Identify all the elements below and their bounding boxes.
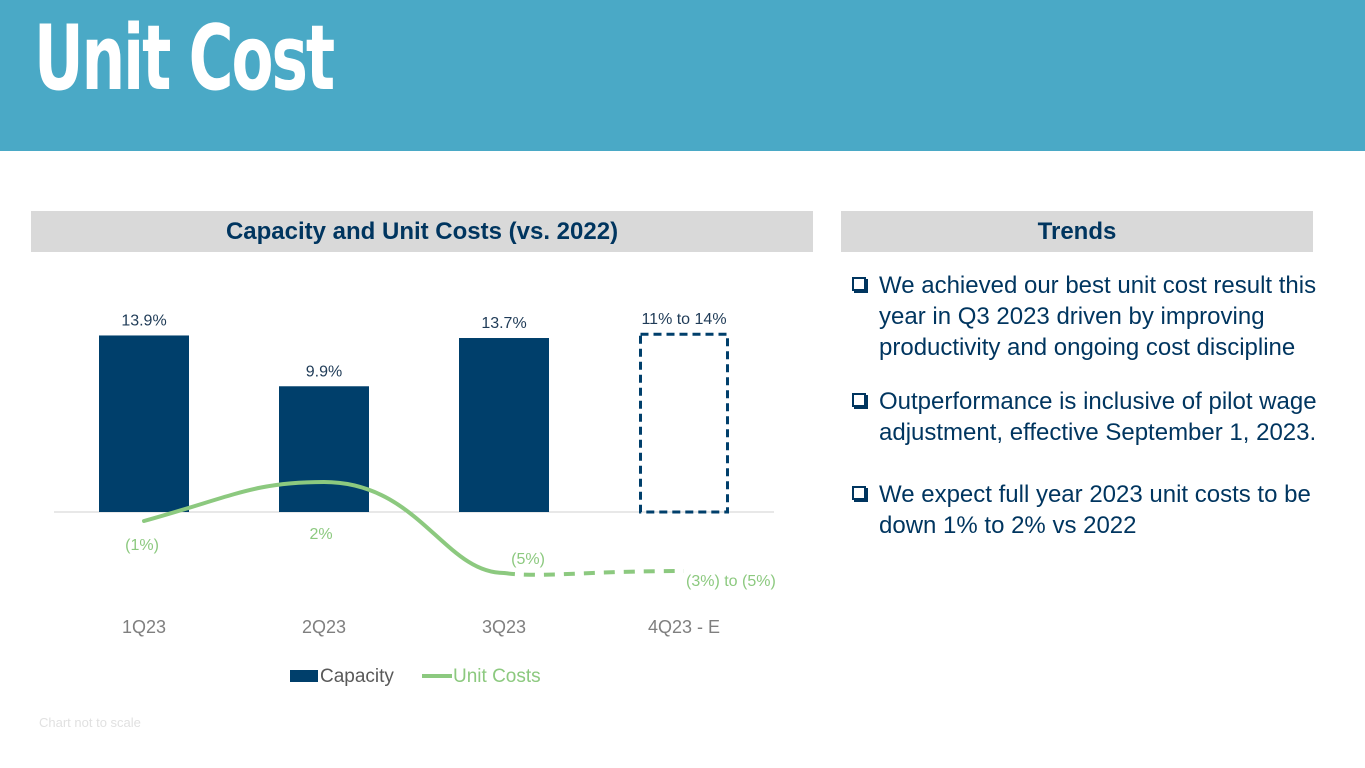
capacity-data-label: 13.9% <box>121 312 166 329</box>
trend-bullet: Outperformance is inclusive of pilot wag… <box>852 386 1322 448</box>
legend-capacity-label: Capacity <box>320 666 394 687</box>
chart-section-heading: Capacity and Unit Costs (vs. 2022) <box>31 211 813 252</box>
checkbox-bullet-icon <box>852 277 866 291</box>
page-title: Unit Cost <box>34 6 335 111</box>
capacity-bar <box>459 338 549 512</box>
trend-bullet: We achieved our best unit cost result th… <box>852 270 1322 363</box>
unit-costs-data-label: (3%) to (5%) <box>686 573 776 590</box>
trend-text: We expect full year 2023 unit costs to b… <box>879 481 1311 539</box>
x-tick-label: 3Q23 <box>482 617 526 637</box>
title-banner: Unit Cost <box>0 0 1365 151</box>
x-tick-label: 4Q23 - E <box>648 617 720 637</box>
capacity-bar <box>99 335 189 512</box>
unit-costs-data-label: (1%) <box>125 537 159 554</box>
x-tick-label: 2Q23 <box>302 617 346 637</box>
unit-costs-data-label: (5%) <box>511 551 545 568</box>
capacity-bar-estimate <box>639 332 729 514</box>
checkbox-bullet-icon <box>852 393 866 407</box>
capacity-data-label: 13.7% <box>481 315 526 332</box>
capacity-bar <box>279 386 369 512</box>
capacity-data-label: 9.9% <box>306 363 342 380</box>
trend-text: We achieved our best unit cost result th… <box>879 272 1317 361</box>
trend-bullet: We expect full year 2023 unit costs to b… <box>852 479 1322 541</box>
trends-list: We achieved our best unit cost result th… <box>852 270 1322 541</box>
trends-section-heading: Trends <box>841 211 1313 252</box>
unit-costs-line-estimate <box>503 569 685 577</box>
x-tick-label: 1Q23 <box>122 617 166 637</box>
chart-footnote: Chart not to scale <box>39 715 141 730</box>
capacity-data-label: 11% to 14% <box>641 311 726 328</box>
checkbox-bullet-icon <box>852 486 866 500</box>
legend-unit-costs-label: Unit Costs <box>453 666 541 687</box>
trend-text: Outperformance is inclusive of pilot wag… <box>879 388 1317 446</box>
capacity-unit-cost-chart: 13.9% 9.9% 13.7% 11% to 14% (1%) 2% (5%) (3%) t… <box>54 311 776 687</box>
unit-costs-line <box>142 479 506 575</box>
unit-costs-data-label: 2% <box>309 526 332 543</box>
legend-capacity-swatch <box>290 670 318 682</box>
